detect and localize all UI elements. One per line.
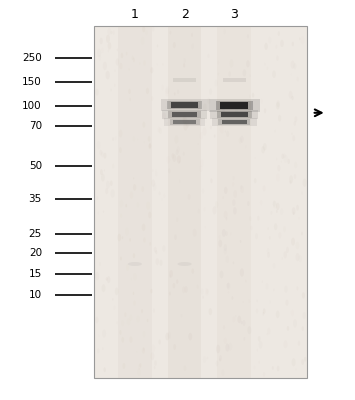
Bar	[220, 102, 248, 109]
Text: 35: 35	[29, 194, 42, 204]
Text: 70: 70	[29, 121, 42, 131]
Text: 250: 250	[22, 53, 42, 63]
Text: 100: 100	[22, 101, 42, 111]
Bar	[161, 100, 209, 111]
Text: 50: 50	[29, 161, 42, 171]
Bar	[168, 26, 202, 378]
Bar	[218, 120, 251, 125]
Bar	[223, 78, 246, 82]
Bar	[172, 112, 197, 118]
Bar	[217, 112, 252, 118]
Bar	[209, 99, 260, 112]
Ellipse shape	[178, 262, 192, 266]
Text: 2: 2	[181, 8, 189, 20]
Bar	[222, 120, 247, 124]
Bar	[221, 112, 248, 118]
Bar	[118, 26, 152, 378]
Text: 20: 20	[29, 248, 42, 258]
Bar	[162, 110, 207, 120]
Text: 3: 3	[230, 8, 238, 20]
Bar	[173, 78, 196, 82]
Bar	[210, 110, 258, 120]
Text: 25: 25	[29, 229, 42, 239]
Text: 10: 10	[29, 290, 42, 300]
Bar	[218, 26, 251, 378]
Bar	[173, 120, 196, 124]
Bar	[170, 120, 200, 125]
Text: 15: 15	[29, 269, 42, 279]
Bar	[171, 102, 198, 108]
Ellipse shape	[128, 262, 142, 266]
Text: 1: 1	[131, 8, 139, 20]
Bar	[212, 118, 257, 126]
Bar	[94, 26, 307, 378]
Text: 150: 150	[22, 77, 42, 87]
Bar	[164, 118, 205, 126]
Bar	[216, 100, 253, 110]
Bar	[167, 101, 202, 109]
Bar	[169, 112, 201, 118]
